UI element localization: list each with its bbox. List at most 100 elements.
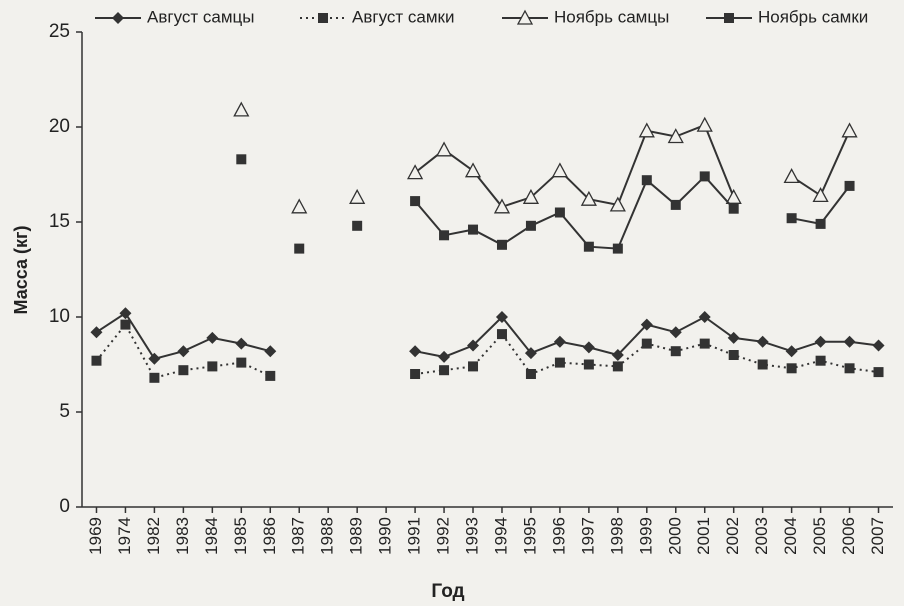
marker bbox=[349, 188, 366, 204]
marker bbox=[873, 367, 884, 378]
x-tick-label: 1988 bbox=[318, 517, 337, 555]
x-tick-label: 1989 bbox=[347, 517, 366, 555]
x-tick-label: 2000 bbox=[665, 517, 684, 555]
marker bbox=[112, 12, 124, 24]
marker bbox=[148, 352, 161, 365]
x-tick-label: 2007 bbox=[868, 517, 887, 555]
marker bbox=[178, 365, 189, 376]
marker bbox=[612, 361, 623, 372]
marker bbox=[516, 9, 534, 25]
marker bbox=[236, 154, 247, 165]
marker bbox=[439, 365, 450, 376]
marker bbox=[728, 203, 739, 214]
marker bbox=[233, 101, 250, 117]
x-tick-label: 1982 bbox=[144, 517, 163, 555]
y-tick-label: 0 bbox=[59, 496, 70, 517]
marker bbox=[727, 331, 740, 344]
marker bbox=[699, 338, 710, 349]
marker bbox=[525, 369, 536, 379]
marker bbox=[407, 164, 424, 180]
marker bbox=[119, 307, 132, 320]
marker bbox=[669, 326, 682, 339]
marker bbox=[318, 13, 328, 23]
marker bbox=[524, 347, 537, 360]
marker bbox=[410, 196, 421, 207]
marker bbox=[611, 349, 624, 361]
y-tick-label: 20 bbox=[49, 116, 70, 137]
marker bbox=[670, 199, 681, 210]
marker bbox=[815, 355, 826, 366]
marker bbox=[786, 213, 797, 224]
y-tick-label: 5 bbox=[59, 401, 70, 422]
marker bbox=[554, 357, 565, 368]
marker bbox=[667, 128, 684, 144]
marker bbox=[844, 180, 855, 191]
marker bbox=[725, 188, 742, 204]
marker bbox=[698, 311, 711, 323]
y-tick-label: 15 bbox=[49, 211, 70, 232]
marker bbox=[235, 337, 248, 350]
marker bbox=[609, 196, 626, 212]
x-tick-label: 1984 bbox=[202, 517, 221, 555]
y-tick-label: 10 bbox=[49, 306, 70, 327]
x-tick-label: 1991 bbox=[405, 517, 424, 555]
x-tick-label: 1999 bbox=[636, 517, 655, 555]
y-tick-label: 25 bbox=[49, 21, 70, 42]
marker bbox=[435, 141, 453, 157]
x-tick-label: 2003 bbox=[752, 517, 771, 555]
marker bbox=[785, 345, 798, 358]
marker bbox=[551, 162, 568, 178]
marker bbox=[757, 359, 768, 370]
marker bbox=[641, 338, 652, 349]
marker bbox=[265, 370, 276, 381]
marker bbox=[468, 224, 479, 235]
x-tick-label: 1987 bbox=[289, 517, 308, 555]
x-axis-label: Год bbox=[431, 581, 464, 602]
marker bbox=[553, 335, 566, 348]
series-line bbox=[414, 174, 851, 250]
x-tick-label: 1998 bbox=[607, 517, 626, 555]
marker bbox=[815, 218, 826, 229]
marker bbox=[640, 318, 653, 331]
x-tick-label: 2004 bbox=[781, 517, 800, 555]
marker bbox=[120, 319, 131, 330]
marker bbox=[670, 346, 681, 357]
marker bbox=[90, 326, 103, 339]
marker bbox=[841, 122, 858, 138]
marker bbox=[844, 363, 855, 374]
legend-label: Ноябрь самки bbox=[758, 7, 868, 26]
marker bbox=[493, 198, 511, 214]
marker bbox=[468, 361, 479, 372]
marker bbox=[409, 345, 422, 358]
marker bbox=[786, 363, 797, 374]
x-tick-label: 1990 bbox=[376, 517, 395, 555]
marker bbox=[207, 361, 218, 372]
marker bbox=[149, 372, 160, 383]
legend-label: Ноябрь самцы bbox=[554, 7, 669, 26]
marker bbox=[525, 220, 536, 231]
marker bbox=[464, 162, 482, 178]
marker bbox=[638, 122, 655, 138]
marker bbox=[696, 116, 713, 132]
marker bbox=[814, 335, 827, 348]
marker bbox=[756, 335, 769, 348]
legend-label: Август самки bbox=[352, 7, 454, 26]
marker bbox=[236, 357, 247, 368]
marker bbox=[495, 311, 508, 323]
x-tick-label: 2005 bbox=[810, 517, 829, 555]
marker bbox=[410, 369, 421, 379]
marker bbox=[728, 350, 739, 360]
marker bbox=[264, 345, 277, 358]
x-tick-label: 1992 bbox=[434, 517, 453, 555]
x-tick-label: 1983 bbox=[173, 517, 192, 555]
marker bbox=[91, 355, 102, 366]
marker bbox=[843, 335, 856, 348]
x-tick-label: 2006 bbox=[839, 517, 858, 555]
marker bbox=[641, 175, 652, 186]
x-tick-label: 2002 bbox=[723, 517, 742, 555]
marker bbox=[724, 13, 734, 23]
marker bbox=[580, 190, 597, 206]
x-tick-label: 1995 bbox=[520, 517, 539, 555]
marker bbox=[496, 239, 507, 250]
marker bbox=[783, 168, 800, 184]
